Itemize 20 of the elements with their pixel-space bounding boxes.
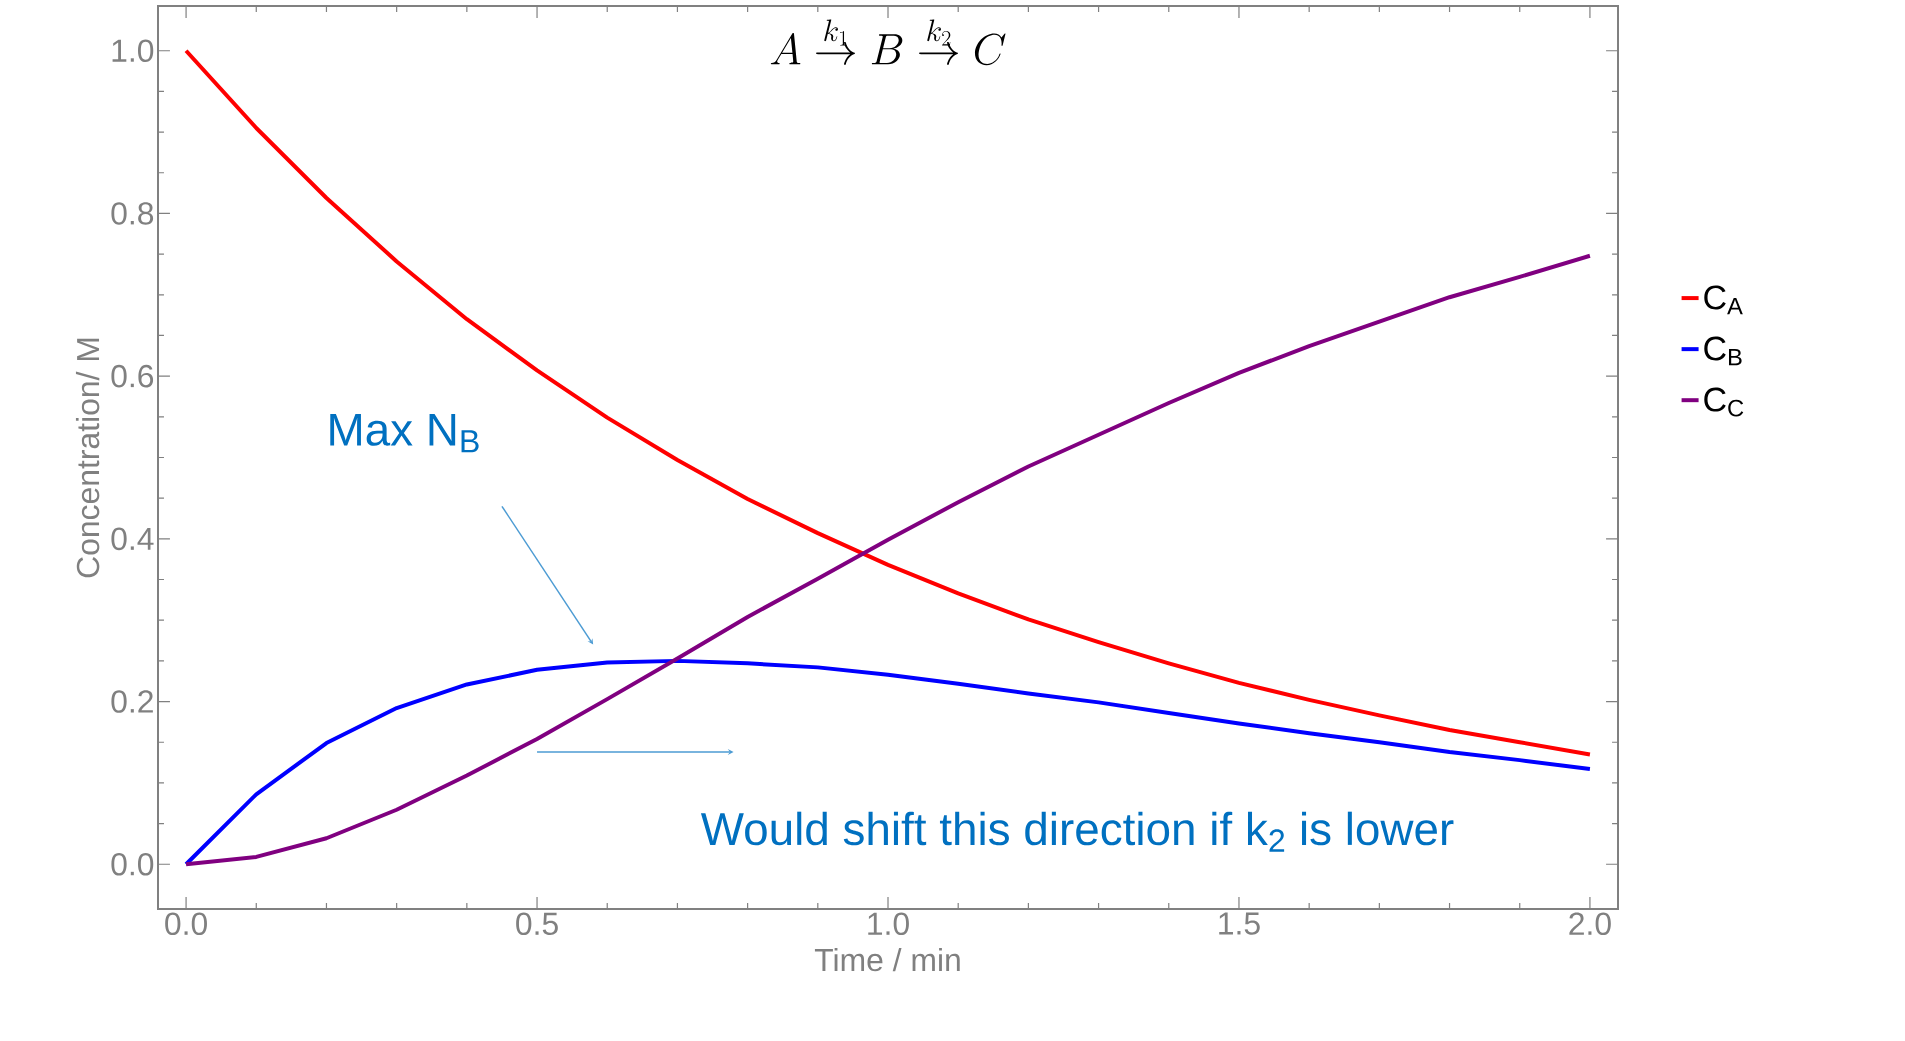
x-tick-label: 1.5: [1219, 912, 1260, 935]
x-tick-label: 1.0: [868, 912, 909, 936]
legend-label: C$_{A}$: [1704, 285, 1743, 315]
x-tick-label: 2.0: [1569, 912, 1611, 936]
legend-label: C$_{C}$: [1704, 387, 1744, 417]
y-axis-title: Concentration/ M: [75, 338, 100, 578]
text: $A\stackrel{k_1}{\rightarrow}B\stackrel{k_2}{\rightarrow}C$: [770, 19, 1006, 66]
line-series: [184, 658, 1592, 867]
y-tick-label: 0.8: [111, 202, 154, 225]
x-tick-label: 0.5: [516, 912, 558, 936]
y-tick-label: 0.2: [111, 690, 153, 713]
legend-label: C$_{B}$: [1704, 336, 1742, 366]
x-tick-label: 0.0: [165, 912, 207, 936]
annotation: Would shift this direction if k$_{2}$ is lower: [700, 811, 1454, 852]
y-tick-label: 0.6: [111, 364, 154, 388]
annotation: Max N$_{B}$: [330, 413, 479, 453]
y-tick-label: 0.0: [111, 852, 154, 876]
y-tick-label: 1.0: [112, 39, 154, 63]
y-tick-label: 0.4: [111, 527, 154, 551]
x-axis-title: Time / min: [814, 947, 960, 972]
